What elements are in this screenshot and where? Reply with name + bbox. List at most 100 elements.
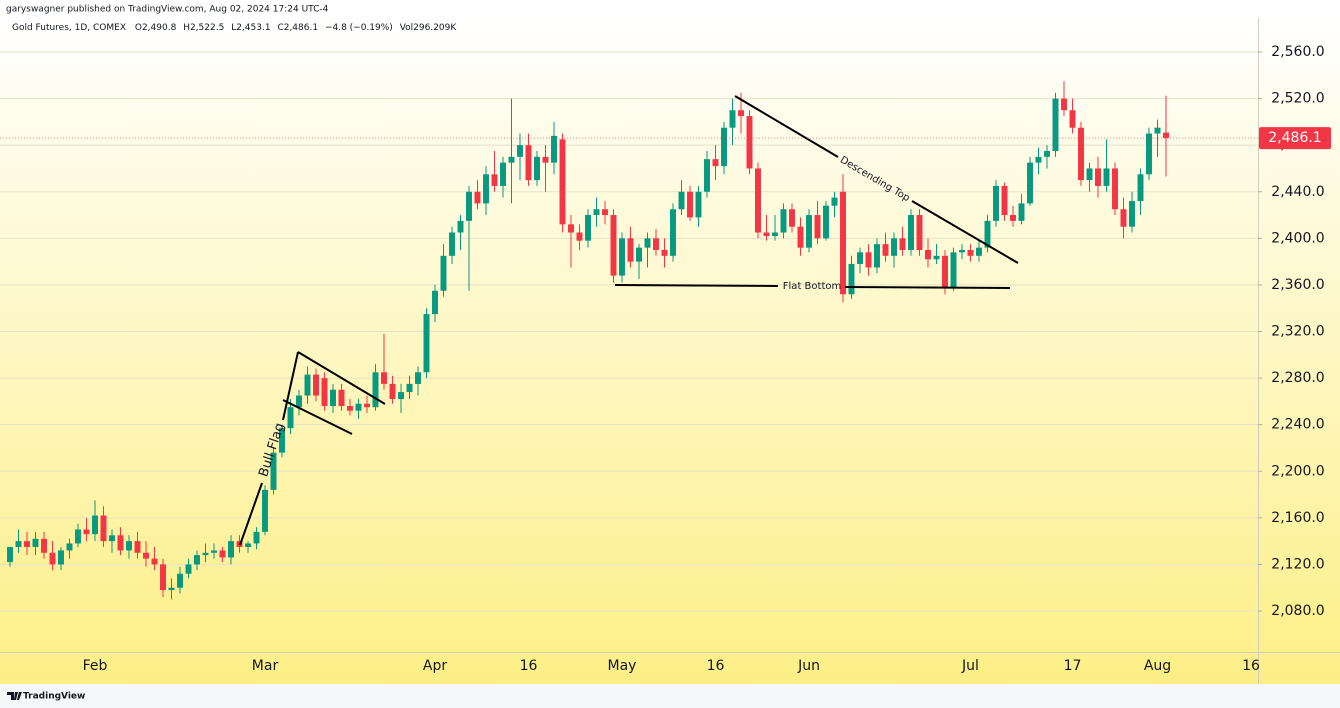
header-bg: [0, 0, 1340, 18]
candle-body: [49, 552, 56, 565]
candle-body: [789, 209, 795, 227]
candle-body: [321, 378, 328, 407]
candle-body: [1010, 215, 1016, 221]
candle-body: [126, 541, 132, 551]
candle-body: [1129, 201, 1135, 227]
x-tick-label: 16: [520, 658, 538, 674]
candle-body: [415, 372, 421, 384]
candle-body: [1069, 110, 1076, 128]
candle-body: [814, 215, 821, 239]
footer-bg: [0, 684, 1340, 708]
trend-line: [844, 286, 1011, 289]
y-tick-label: 2,080.0: [1271, 603, 1324, 619]
trend-line: [734, 95, 839, 158]
candle-body: [874, 244, 880, 268]
candle-body: [270, 452, 277, 490]
candles: [7, 81, 1169, 600]
candle-body: [449, 232, 455, 256]
candle-body: [916, 215, 923, 250]
candle-body: [100, 515, 107, 542]
publisher: garyswagner published on TradingView.com…: [6, 5, 329, 15]
candle-body: [500, 162, 506, 186]
y-tick-label: 2,280.0: [1271, 370, 1324, 386]
candle-body: [772, 232, 778, 237]
candle-body: [389, 383, 396, 400]
candle-body: [1078, 127, 1084, 181]
candle-body: [942, 255, 948, 288]
candle-body: [24, 541, 30, 547]
candle-body: [865, 252, 872, 268]
flag-line: [297, 351, 386, 405]
candle-body: [576, 232, 583, 241]
candle-body: [661, 249, 668, 256]
x-tick-label: Aug: [1144, 658, 1171, 674]
candle-body: [364, 403, 370, 408]
x-tick-label: 16: [1242, 658, 1260, 674]
candle-body: [355, 403, 362, 411]
candle-body: [729, 110, 736, 128]
candle-body: [908, 215, 914, 250]
candle-body: [899, 238, 906, 250]
candle-body: [967, 249, 974, 256]
candle-body: [806, 215, 812, 248]
legend: Gold Futures, 1D, COMEX O2,490.8 H2,522.…: [12, 23, 457, 33]
legend-change: −4.8 (−0.19%): [325, 23, 393, 33]
candle-body: [993, 185, 999, 221]
trend-line: [911, 200, 1019, 264]
x-tick-label: Jul: [961, 658, 979, 674]
y-tick-label: 2,360.0: [1271, 277, 1324, 293]
y-tick-label: 2,200.0: [1271, 463, 1324, 479]
annotation: Flat Bottom: [783, 281, 841, 292]
candle-body: [347, 406, 353, 411]
candle-body: [619, 238, 625, 276]
candle-body: [687, 191, 693, 218]
candle-body: [585, 215, 591, 241]
x-tick-label: Mar: [252, 658, 279, 674]
candle-body: [551, 135, 557, 163]
candle-body: [296, 395, 302, 408]
candle-body: [1086, 168, 1093, 181]
candle-body: [695, 191, 702, 218]
candle-body: [746, 116, 753, 169]
candle-body: [177, 573, 183, 588]
candle-body: [525, 145, 532, 181]
candle-body: [134, 541, 141, 553]
candle-body: [636, 247, 642, 262]
x-tick-label: 17: [1064, 658, 1082, 674]
candle-body: [831, 197, 838, 206]
legend-low: L2,453.1: [231, 23, 270, 33]
candle-body: [1154, 127, 1161, 134]
candle-body: [279, 428, 285, 453]
candle-body: [474, 191, 481, 204]
candle-body: [1061, 98, 1067, 111]
candle-body: [406, 383, 413, 393]
candle-body: [41, 538, 47, 553]
candle-body: [1035, 156, 1042, 163]
candle-body: [338, 389, 345, 407]
candle-body: [712, 159, 719, 167]
candle-body: [1112, 168, 1118, 210]
y-tick-label: 2,320.0: [1271, 324, 1324, 340]
candle-body: [83, 529, 90, 535]
candle-body: [253, 531, 260, 544]
legend-high: H2,522.5: [183, 23, 224, 33]
candle-body: [313, 374, 319, 396]
candle-body: [1163, 132, 1169, 139]
candle-body: [984, 220, 991, 248]
flag-pole: [239, 482, 263, 546]
candle-body: [66, 543, 73, 551]
candle-body: [542, 156, 549, 163]
y-tick-label: 2,120.0: [1271, 556, 1324, 572]
candle-body: [304, 374, 311, 396]
x-tick-label: Apr: [423, 658, 447, 674]
candle-body: [160, 564, 166, 591]
candle-body: [1095, 168, 1101, 186]
candle-body: [976, 247, 982, 256]
candle-body: [610, 215, 617, 276]
y-tick-label: 2,520.0: [1271, 91, 1324, 107]
candle-body: [457, 220, 464, 233]
candle-body: [1018, 203, 1025, 221]
legend-volume: Vol296.209K: [400, 23, 458, 33]
candle-body: [593, 209, 600, 216]
